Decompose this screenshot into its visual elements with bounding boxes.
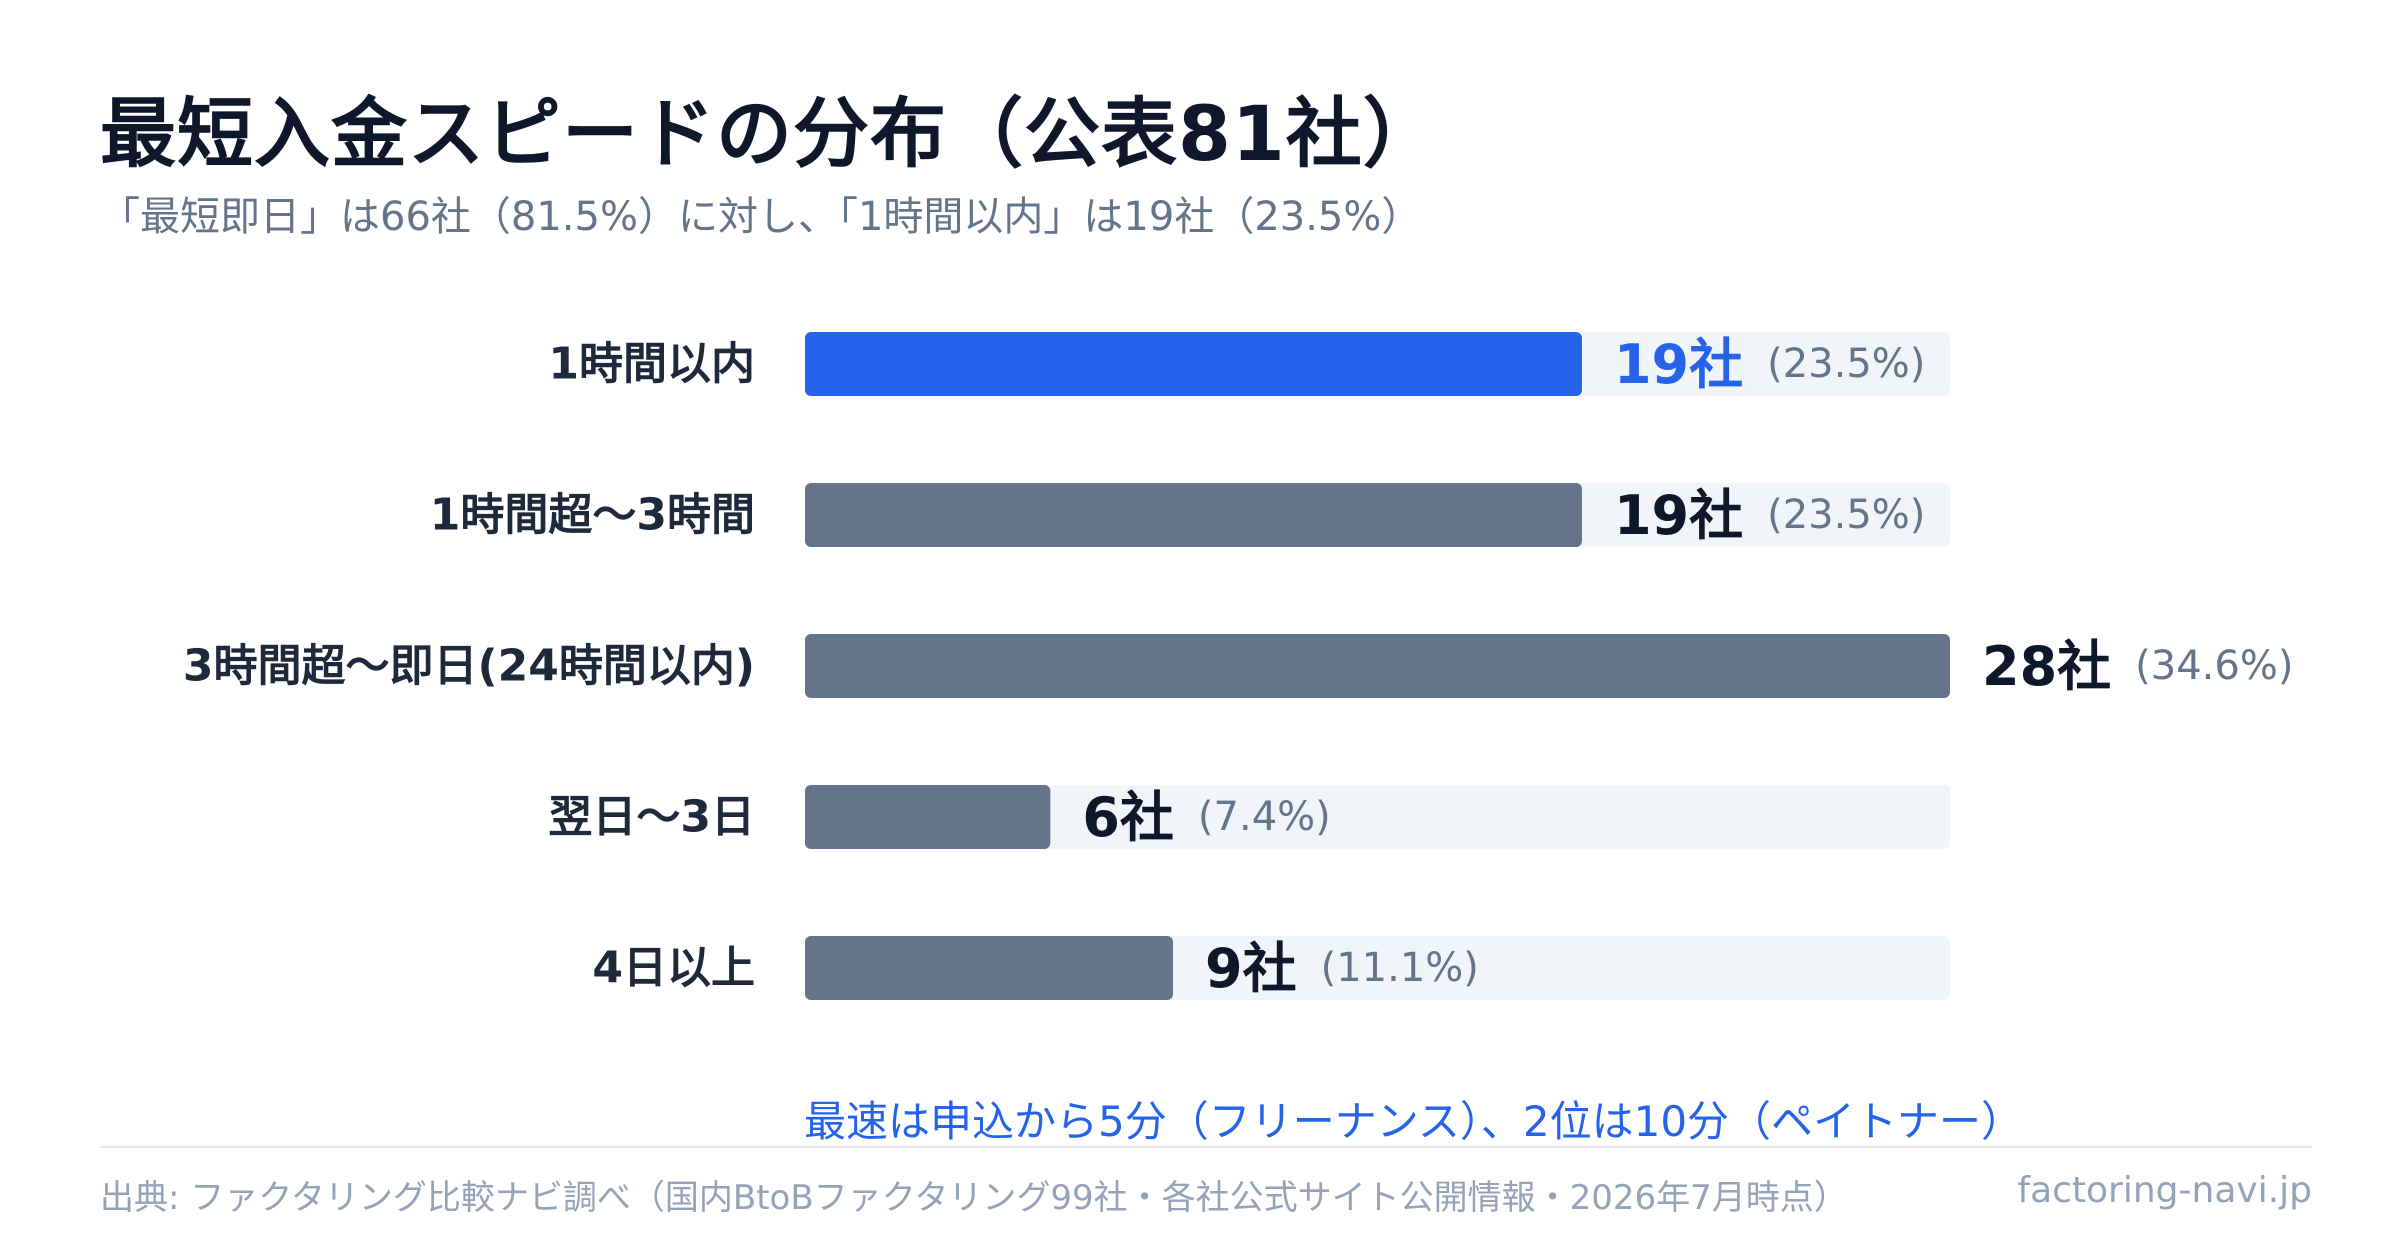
bar <box>805 936 1174 1000</box>
count-label: 28社 <box>1982 635 2111 698</box>
category-label: 翌日〜3日 <box>548 792 755 843</box>
value-label: 19社 (23.5%) <box>1614 484 1925 547</box>
source-note: 出典: ファクタリング比較ナビ調べ（国内BtoBファクタリング99社・各社公式サ… <box>100 1178 1848 1218</box>
footer-divider <box>100 1146 2312 1148</box>
percent-label: (23.5%) <box>1767 341 1925 387</box>
value-label: 28社 (34.6%) <box>1982 635 2293 698</box>
value-label: 9社 (11.1%) <box>1205 937 1479 1000</box>
bar-chart: 1時間以内 19社 (23.5%) 1時間超〜3時間 19社 (23.5%) 3時間超〜即日… <box>183 332 2293 1000</box>
category-label: 1時間超〜3時間 <box>430 490 755 541</box>
category-label: 4日以上 <box>592 943 755 994</box>
value-label: 6社 (7.4%) <box>1082 786 1330 849</box>
count-label: 19社 <box>1614 484 1743 547</box>
fastest-note: 最速は申込から5分（フリーナンス）、2位は10分（ペイトナー） <box>804 1097 2024 1146</box>
bar <box>805 634 1950 698</box>
percent-label: (23.5%) <box>1767 492 1925 538</box>
count-label: 6社 <box>1082 786 1174 849</box>
bar <box>805 483 1582 547</box>
bar-highlight <box>805 332 1582 396</box>
count-label: 9社 <box>1205 937 1297 1000</box>
bar-track <box>805 785 1950 849</box>
category-label: 1時間以内 <box>548 339 755 390</box>
percent-label: (11.1%) <box>1321 945 1479 991</box>
category-label: 3時間超〜即日(24時間以内) <box>183 641 755 692</box>
bar <box>805 785 1051 849</box>
site-name: factoring-navi.jp <box>2017 1170 2312 1211</box>
chart-title: 最短入金スピードの分布（公表81社） <box>100 89 1440 178</box>
percent-label: (7.4%) <box>1198 794 1331 840</box>
chart-subtitle: 「最短即日」は66社（81.5%）に対し、「1時間以内」は19社（23.5%） <box>100 194 1422 240</box>
value-label: 19社 (23.5%) <box>1614 333 1925 396</box>
percent-label: (34.6%) <box>2135 643 2293 689</box>
count-label: 19社 <box>1614 333 1743 396</box>
